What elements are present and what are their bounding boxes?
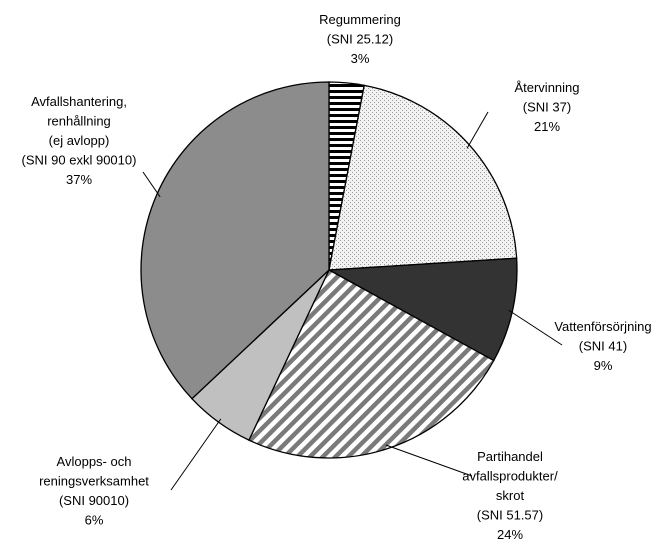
pie-slices	[140, 81, 518, 459]
slice-label-line: 9%	[594, 358, 613, 373]
slice-label-line: 24%	[497, 527, 523, 542]
slice-label-line: (ej avlopp)	[49, 133, 110, 148]
slice-label-line: skrot	[496, 488, 525, 503]
slice-label-line: Regummering	[319, 12, 401, 27]
pie-slice-tervinning	[328, 84, 518, 271]
slice-label-line: (SNI 41)	[579, 339, 627, 354]
slice-label-line: Avlopps- och	[57, 454, 132, 469]
slice-label-line: renhållning	[47, 114, 111, 129]
slice-label-avlopps-och: Avlopps- och reningsverksamhet (SNI 90010)…	[39, 454, 149, 528]
slice-label-line: (SNI 90 exkl 90010)	[22, 153, 137, 168]
slice-label-line: avfallsprodukter/	[462, 469, 558, 484]
slice-label-line: 3%	[351, 51, 370, 66]
slice-label-line: 21%	[534, 119, 560, 134]
leader-line-vattenf-rs-rjning	[508, 309, 563, 346]
slice-label-line: (SNI 37)	[523, 100, 571, 115]
slice-label-line: 6%	[85, 513, 104, 528]
slice-label-line: (SNI 25.12)	[327, 32, 393, 47]
slice-label-line: 37%	[66, 172, 92, 187]
slice-label-tervinning: Återvinning (SNI 37) 21%	[514, 80, 579, 134]
leader-line-partihandel	[385, 444, 473, 477]
slice-label-line: Partihandel	[477, 449, 543, 464]
slice-label-vattenf-rs-rjning: Vattenförsörjning (SNI 41) 9%	[554, 319, 651, 373]
slice-labels: Regummering (SNI 25.12) 3% Återvinning (SNI …	[22, 12, 652, 542]
slice-label-line: Avfallshantering,	[31, 94, 127, 109]
leader-line-avlopps-och	[170, 418, 222, 491]
pie-slice-partihandel	[248, 269, 495, 459]
leader-line-tervinning	[466, 111, 489, 149]
slice-label-avfallshantering: Avfallshantering, renhållning (ej avlopp) (…	[22, 94, 137, 187]
pie-slice-vattenf-rs-rjning	[326, 257, 518, 362]
slice-label-regummering: Regummering (SNI 25.12) 3%	[319, 12, 401, 66]
slice-label-line: Vattenförsörjning	[554, 319, 651, 334]
slice-label-line: reningsverksamhet	[39, 474, 149, 489]
leader-lines	[142, 111, 563, 491]
slice-label-line: (SNI 90010)	[59, 493, 129, 508]
pie-slice-avfallshantering	[140, 81, 330, 400]
slice-label-line: (SNI 51.57)	[477, 508, 543, 523]
leader-line-avfallshantering	[142, 171, 161, 198]
slice-label-partihandel: Partihandel avfallsprodukter/skrot (SNI 51…	[462, 449, 558, 542]
slice-label-line: Återvinning	[514, 80, 579, 95]
